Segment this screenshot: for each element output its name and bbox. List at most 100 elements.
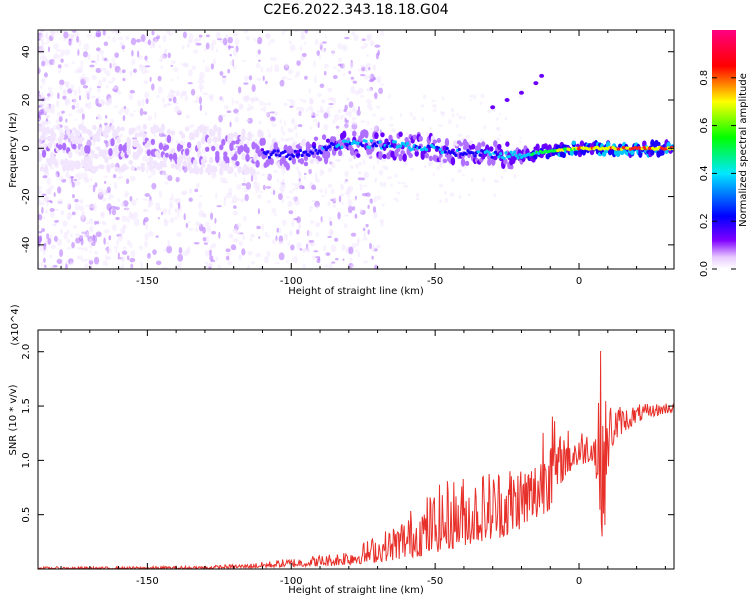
heatmap-speckle <box>278 252 285 261</box>
heatmap-speckle <box>369 198 374 204</box>
heatmap-speckle <box>266 250 271 257</box>
heatmap-cell <box>116 125 121 133</box>
heatmap-cell <box>203 159 208 164</box>
heatmap-speckle <box>273 56 277 62</box>
heatmap-speckle <box>285 137 291 142</box>
heatmap-speckle <box>294 183 300 189</box>
heatmap-speckle <box>238 86 242 94</box>
heatmap-speckle <box>83 43 90 51</box>
heatmap-speckle <box>139 108 144 116</box>
heatmap-speckle <box>59 228 64 234</box>
heatmap-speckle <box>130 199 137 206</box>
heatmap-speckle <box>374 180 377 183</box>
heatmap-speckle <box>208 93 214 100</box>
heatmap-speckle <box>57 64 62 69</box>
heatmap-speckle <box>144 91 150 99</box>
heatmap-speckle <box>52 60 56 66</box>
heatmap-speckle <box>171 78 174 82</box>
heatmap-speckle <box>368 79 375 83</box>
heatmap-cell <box>190 132 196 141</box>
heatmap-speckle <box>269 39 276 44</box>
heatmap-speckle <box>92 35 97 39</box>
y-tick-label: 20 <box>21 94 32 107</box>
heatmap-speckle <box>158 190 162 199</box>
heatmap-speckle <box>354 213 358 219</box>
heatmap-cell <box>70 166 75 172</box>
heatmap-speckle <box>88 260 94 265</box>
heatmap-cell <box>303 161 309 167</box>
heatmap-speckle <box>196 182 200 189</box>
heatmap-speckle <box>76 247 83 250</box>
heatmap-speckle <box>170 64 174 68</box>
heatmap-speckle <box>288 68 294 75</box>
heatmap-speckle <box>245 182 252 190</box>
heatmap-speckle <box>38 188 41 195</box>
heatmap-speckle <box>321 219 325 222</box>
heatmap-speckle <box>228 45 235 49</box>
heatmap-speckle <box>343 179 348 184</box>
heatmap-speckle <box>255 171 261 175</box>
heatmap-speckle <box>227 260 232 266</box>
heatmap-cell <box>70 160 75 169</box>
heatmap-cell <box>219 144 224 151</box>
heatmap-speckle <box>428 127 432 130</box>
heatmap-speckle <box>409 112 413 117</box>
heatmap-speckle <box>89 87 93 91</box>
spectrogram-ylabel: Frequency (Hz) <box>8 112 19 188</box>
heatmap-speckle <box>119 41 124 47</box>
heatmap-cell <box>251 168 256 176</box>
heatmap-speckle <box>344 170 349 178</box>
heatmap-cell <box>398 131 403 138</box>
heatmap-speckle <box>101 220 106 224</box>
heatmap-cell <box>68 150 73 159</box>
heatmap-speckle <box>69 261 74 266</box>
x-tick-label: 0 <box>576 576 582 587</box>
heatmap-speckle <box>323 245 326 252</box>
heatmap-core <box>471 151 475 155</box>
heatmap-speckle <box>125 36 130 41</box>
heatmap-core <box>300 153 304 158</box>
heatmap-speckle <box>232 65 237 70</box>
heatmap-speckle <box>337 43 344 50</box>
heatmap-speckle <box>364 65 369 73</box>
heatmap-speckle <box>77 86 81 95</box>
heatmap-core <box>411 147 415 151</box>
y-tick-label: -40 <box>21 237 32 253</box>
heatmap-speckle <box>439 164 444 168</box>
heatmap-speckle <box>185 114 190 119</box>
heatmap-speckle <box>177 202 181 210</box>
heatmap-speckle <box>351 107 358 113</box>
heatmap-speckle <box>60 112 64 118</box>
heatmap-cell <box>398 153 403 162</box>
heatmap-speckle <box>342 62 346 71</box>
heatmap-cell <box>219 166 224 176</box>
heatmap-speckle <box>439 199 443 203</box>
heatmap-speckle <box>217 38 223 41</box>
heatmap-speckle <box>183 62 188 67</box>
heatmap-speckle <box>121 250 128 255</box>
heatmap-speckle <box>188 197 193 202</box>
heatmap-speckle <box>49 166 54 170</box>
heatmap-speckle <box>211 243 217 248</box>
heatmap-speckle <box>300 56 305 62</box>
heatmap-speckle <box>139 63 142 72</box>
heatmap-speckle <box>261 173 265 177</box>
heatmap-speckle <box>346 187 352 194</box>
heatmap-speckle <box>282 131 286 136</box>
heatmap-speckle <box>215 48 218 53</box>
heatmap-speckle <box>360 64 365 69</box>
heatmap-speckle <box>119 266 123 269</box>
heatmap-speckle <box>431 99 437 103</box>
heatmap-speckle <box>493 193 497 198</box>
heatmap-speckle <box>293 125 297 130</box>
heatmap-cell <box>78 151 83 157</box>
heatmap-core <box>310 151 315 155</box>
heatmap-cell <box>481 141 486 147</box>
heatmap-speckle <box>157 86 163 94</box>
heatmap-speckle <box>51 31 57 34</box>
heatmap-speckle <box>254 98 260 102</box>
heatmap-speckle <box>42 42 48 45</box>
heatmap-speckle <box>94 61 98 65</box>
heatmap-speckle <box>223 198 227 207</box>
heatmap-cell <box>100 164 105 170</box>
